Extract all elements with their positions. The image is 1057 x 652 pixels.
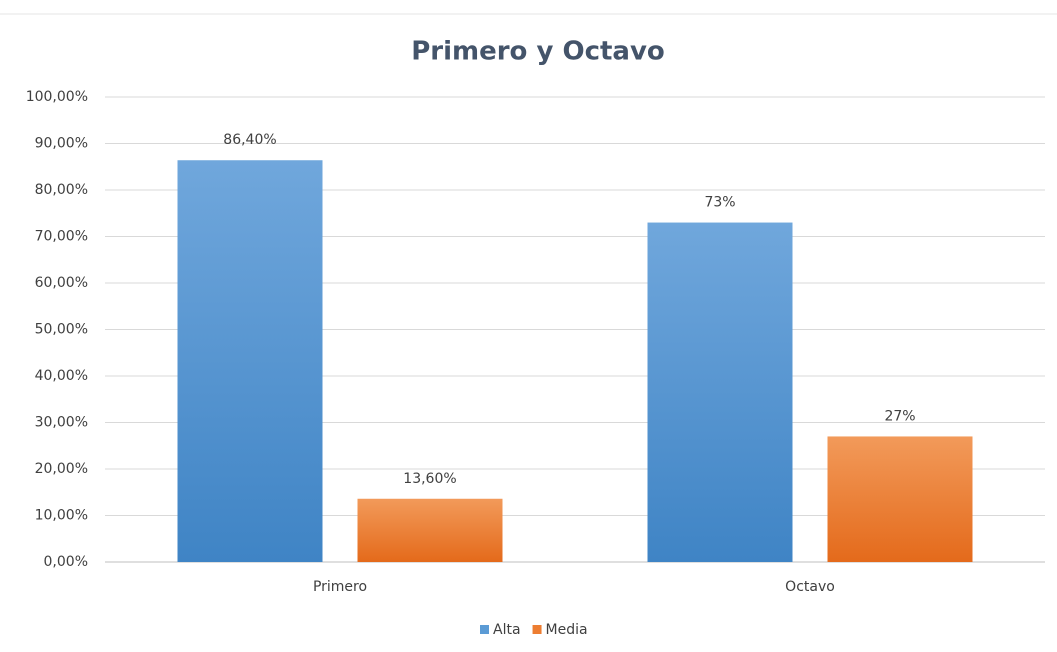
value-label: 73% — [704, 195, 735, 211]
x-tick-label: Octavo — [785, 579, 835, 595]
value-label: 13,60% — [403, 471, 456, 487]
legend-label: Alta — [493, 622, 521, 638]
y-tick-label: 100,00% — [26, 89, 88, 105]
y-tick-label: 20,00% — [35, 461, 88, 477]
y-tick-label: 0,00% — [44, 554, 88, 570]
y-tick-label: 80,00% — [35, 182, 88, 198]
y-tick-label: 60,00% — [35, 275, 88, 291]
value-label: 27% — [884, 408, 915, 424]
bar — [647, 222, 793, 563]
y-tick-label: 40,00% — [35, 368, 88, 384]
y-tick-label: 10,00% — [35, 508, 88, 524]
chart-title: Primero y Octavo — [411, 37, 665, 67]
legend-swatch — [532, 625, 542, 634]
y-tick-label: 30,00% — [35, 415, 88, 431]
legend-swatch — [480, 625, 489, 634]
bar — [357, 498, 503, 562]
y-tick-label: 70,00% — [35, 229, 88, 245]
value-label: 86,40% — [223, 132, 276, 148]
legend-label: Media — [546, 622, 588, 638]
y-tick-label: 90,00% — [35, 136, 88, 152]
bar — [827, 436, 973, 562]
x-tick-label: Primero — [313, 579, 367, 595]
y-tick-label: 50,00% — [35, 322, 88, 338]
bar — [177, 160, 323, 563]
